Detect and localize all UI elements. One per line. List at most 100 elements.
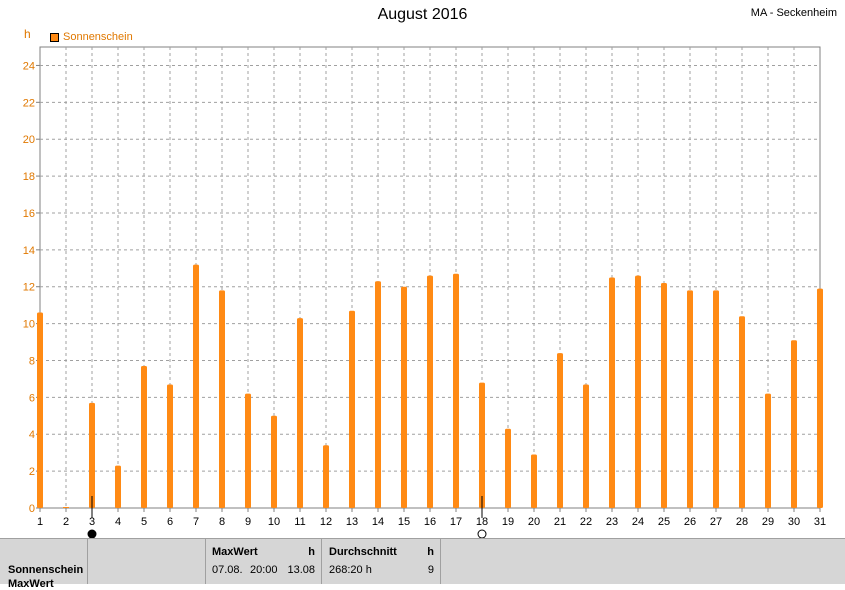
footer-series-label: Sonnenschein [8, 564, 84, 576]
bar-day-31 [817, 288, 823, 508]
bar-day-28 [739, 316, 745, 508]
x-tick-label: 14 [372, 516, 384, 528]
bar-day-9 [245, 393, 251, 508]
x-tick-label: 18 [476, 516, 488, 528]
average-count: 9 [427, 564, 434, 576]
average-unit: h [427, 546, 434, 558]
y-tick-label: 4 [29, 429, 35, 441]
x-tick-label: 5 [141, 516, 147, 528]
average-header: Durchschnitt [329, 546, 397, 558]
maxwert-time: 20:00 [250, 564, 278, 576]
bar-day-27 [713, 290, 719, 508]
bar-day-22 [583, 384, 589, 508]
y-axis-unit: h [24, 27, 31, 41]
x-tick-label: 2 [63, 516, 69, 528]
x-tick-label: 10 [268, 516, 280, 528]
x-tick-label: 24 [632, 516, 644, 528]
x-tick-label: 4 [115, 516, 121, 528]
bar-day-18 [479, 382, 485, 508]
bar-day-11 [297, 318, 303, 508]
bar-day-1 [37, 312, 43, 508]
y-tick-label: 20 [23, 134, 35, 146]
footer-maxwert-cell: MaxWert h 07.08. 20:00 13.08 [206, 539, 322, 584]
bar-day-13 [349, 310, 355, 508]
x-tick-label: 22 [580, 516, 592, 528]
bar-day-24 [635, 275, 641, 508]
maxwert-unit: h [308, 546, 315, 558]
bar-day-29 [765, 393, 771, 508]
full-moon-icon [477, 529, 487, 538]
bar-day-6 [167, 384, 173, 508]
stats-footer: Sonnenschein MaxWert MaxWert h 07.08. 20… [0, 538, 845, 590]
y-tick-label: 6 [29, 392, 35, 404]
footer-average-cell: Durchschnitt h 268:20 h 9 [322, 539, 441, 584]
bar-day-4 [115, 465, 121, 508]
x-tick-label: 25 [658, 516, 670, 528]
y-tick-label: 12 [23, 282, 35, 294]
x-tick-label: 16 [424, 516, 436, 528]
bar-day-30 [791, 340, 797, 508]
bar-day-19 [505, 428, 511, 508]
bar-day-21 [557, 353, 563, 508]
x-tick-label: 20 [528, 516, 540, 528]
y-tick-label: 8 [29, 355, 35, 367]
x-tick-label: 30 [788, 516, 800, 528]
x-tick-label: 15 [398, 516, 410, 528]
x-tick-label: 9 [245, 516, 251, 528]
y-tick-label: 0 [29, 503, 35, 515]
bar-day-3 [89, 402, 95, 508]
y-tick-label: 14 [23, 245, 35, 257]
x-tick-label: 13 [346, 516, 358, 528]
y-tick-label: 10 [23, 319, 35, 331]
y-tick-label: 18 [23, 171, 35, 183]
x-tick-label: 8 [219, 516, 225, 528]
x-tick-label: 12 [320, 516, 332, 528]
y-tick-label: 2 [29, 466, 35, 478]
maxwert-header: MaxWert [212, 546, 258, 558]
x-tick-label: 17 [450, 516, 462, 528]
bar-day-2 [63, 507, 69, 508]
x-tick-label: 26 [684, 516, 696, 528]
chart-title: August 2016 [377, 6, 468, 23]
bar-day-12 [323, 445, 329, 508]
bar-day-8 [219, 290, 225, 508]
bar-day-16 [427, 275, 433, 508]
x-tick-label: 29 [762, 516, 774, 528]
maxwert-date: 07.08. [212, 564, 243, 576]
bar-day-5 [141, 366, 147, 508]
bar-day-17 [453, 273, 459, 508]
footer-empty-cell [88, 539, 206, 584]
x-tick-label: 23 [606, 516, 618, 528]
station-name: MA - Seckenheim [750, 7, 837, 19]
legend-swatch [50, 32, 59, 42]
bar-day-23 [609, 277, 615, 508]
y-tick-label: 22 [23, 97, 35, 109]
footer-series-label-2: MaxWert [8, 578, 54, 590]
maxwert-value: 13.08 [287, 564, 315, 576]
bar-day-25 [661, 283, 667, 508]
x-tick-label: 11 [294, 516, 305, 528]
footer-series-cell: Sonnenschein MaxWert [0, 539, 88, 590]
bar-day-10 [271, 415, 277, 508]
y-tick-label: 16 [23, 208, 35, 220]
average-value: 268:20 h [329, 564, 372, 576]
x-tick-label: 6 [167, 516, 173, 528]
legend: Sonnenschein [50, 31, 133, 43]
x-tick-label: 7 [193, 516, 199, 528]
x-tick-label: 19 [502, 516, 514, 528]
new-moon-icon [87, 529, 97, 538]
bar-day-7 [193, 264, 199, 508]
bar-day-14 [375, 281, 381, 508]
x-tick-label: 31 [814, 516, 826, 528]
x-tick-label: 28 [736, 516, 748, 528]
bar-day-26 [687, 290, 693, 508]
bar-day-15 [401, 286, 407, 508]
x-tick-label: 1 [37, 516, 43, 528]
x-tick-label: 21 [554, 516, 566, 528]
y-tick-label: 24 [23, 60, 35, 72]
x-tick-label: 3 [89, 516, 95, 528]
legend-label: Sonnenschein [63, 31, 133, 43]
x-tick-label: 27 [710, 516, 722, 528]
bar-day-20 [531, 454, 537, 508]
